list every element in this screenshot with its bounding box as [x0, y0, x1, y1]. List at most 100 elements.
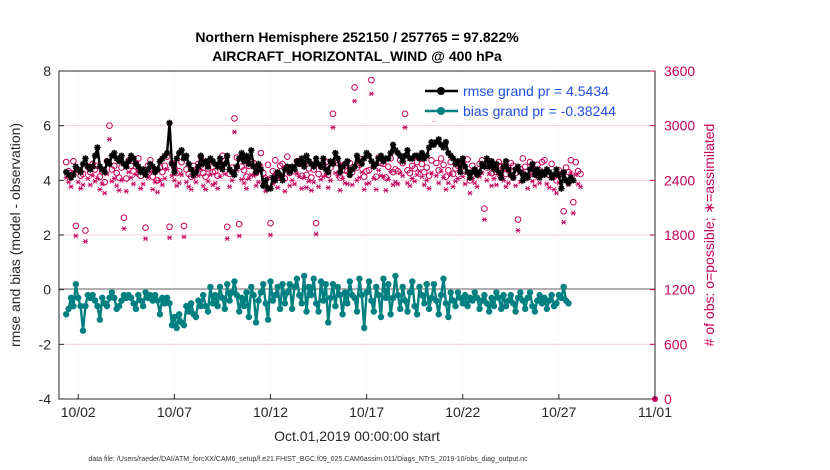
- obs-assimilated-point: [349, 182, 355, 188]
- rmse-point: [252, 168, 260, 176]
- rmse-point: [517, 168, 524, 176]
- rmse-point: [168, 160, 176, 168]
- rmse-point: [197, 152, 204, 159]
- obs-possible-point: [271, 156, 279, 164]
- obs-assimilated-point: [138, 186, 144, 192]
- obs-assimilated-point: [75, 179, 81, 185]
- bias-point: [459, 300, 466, 307]
- legend-bias-marker: [437, 107, 445, 115]
- rmse-point: [178, 147, 185, 154]
- bias-point: [293, 275, 301, 282]
- rmse-point: [79, 160, 87, 168]
- bias-point: [252, 319, 260, 326]
- obs-assimilated-point: [202, 186, 209, 192]
- obs-possible-point: [569, 198, 577, 206]
- bias-point: [440, 275, 447, 282]
- obs-assimilated-point: [66, 179, 72, 185]
- bias-point: [565, 300, 572, 307]
- legend-rmse-label: rmse grand pr = 4.5434: [463, 83, 609, 99]
- obs-possible-point: [365, 167, 373, 174]
- obs-assimilated-point: [438, 168, 444, 174]
- obs-assimilated-point: [181, 234, 187, 240]
- obs-assimilated-point: [373, 186, 379, 192]
- obs-assimilated-point: [443, 186, 449, 192]
- obs-possible-point: [130, 167, 137, 175]
- bias-point: [332, 302, 339, 310]
- rmse-point: [524, 174, 531, 181]
- obs-assimilated-point: [111, 176, 117, 181]
- bias-point: [377, 313, 385, 321]
- rmse-point: [118, 152, 125, 159]
- bias-point: [464, 302, 471, 310]
- rmse-point: [70, 171, 77, 179]
- obs-possible-point: [514, 216, 522, 223]
- obs-possible-point: [96, 173, 104, 180]
- bias-point: [288, 305, 296, 312]
- rmse-point: [219, 166, 226, 173]
- bias-point: [505, 297, 512, 304]
- rmse-point: [336, 168, 344, 176]
- bias-point: [327, 294, 334, 302]
- rmse-point: [387, 149, 394, 157]
- bias-point: [385, 281, 392, 288]
- bias-point: [67, 294, 75, 302]
- bias-point: [63, 311, 70, 318]
- bias-point: [156, 311, 164, 318]
- y-right-tick-label-4: 1200: [664, 282, 695, 298]
- bias-point: [538, 300, 546, 307]
- bias-point: [108, 289, 116, 296]
- x-tick-label-1: 10/07: [157, 404, 192, 420]
- rmse-point: [267, 185, 274, 192]
- rmse-point: [238, 149, 245, 157]
- obs-assimilated-point: [255, 179, 262, 185]
- bias-point: [471, 289, 478, 296]
- bias-point: [507, 291, 515, 299]
- obs-possible-point: [235, 220, 243, 228]
- bias-point: [197, 302, 204, 310]
- obs-assimilated-point: [380, 174, 387, 180]
- obs-assimilated-point: [491, 176, 497, 181]
- bias-point: [430, 281, 438, 288]
- bias-point: [483, 300, 490, 307]
- bias-point: [553, 300, 560, 307]
- rmse-point: [344, 158, 351, 165]
- y-axis-right-label: # of obs: o=possible; ∗=assimilated: [701, 124, 717, 347]
- bias-point: [425, 305, 433, 312]
- obs-assimilated-point: [224, 236, 230, 242]
- obs-possible-point: [308, 174, 315, 181]
- rmse-point: [454, 158, 462, 165]
- bias-point: [433, 297, 440, 304]
- bias-point: [111, 294, 118, 302]
- obs-assimilated-point: [311, 179, 317, 185]
- rmse-point: [255, 160, 262, 168]
- bias-point: [115, 302, 123, 310]
- obs-possible-point: [159, 168, 166, 176]
- obs-assimilated-point: [99, 181, 105, 187]
- obs-assimilated-point: [287, 183, 293, 189]
- obs-assimilated-point: [515, 227, 521, 233]
- bias-point: [488, 294, 495, 302]
- obs-possible-point: [329, 110, 337, 118]
- obs-assimilated-point: [462, 181, 468, 187]
- rmse-point: [365, 152, 373, 159]
- obs-assimilated-point: [222, 171, 228, 177]
- rmse-point: [526, 166, 534, 173]
- bias-point: [279, 281, 286, 288]
- rmse-point: [514, 163, 522, 170]
- bias-point: [473, 294, 481, 302]
- obs-assimilated-point: [243, 186, 250, 192]
- rmse-point: [77, 168, 84, 176]
- obs-assimilated-point: [162, 176, 168, 181]
- bias-point: [493, 289, 500, 296]
- obs-assimilated-point: [481, 217, 487, 222]
- obs-assimilated-point: [82, 238, 89, 244]
- obs-assimilated-point: [368, 91, 375, 97]
- obs-assimilated-point: [207, 172, 214, 178]
- rmse-point: [187, 166, 195, 173]
- bias-point: [72, 281, 80, 288]
- rmse-point: [389, 141, 397, 148]
- obs-possible-point: [519, 155, 527, 162]
- obs-possible-point: [372, 173, 380, 180]
- bias-point: [118, 297, 125, 304]
